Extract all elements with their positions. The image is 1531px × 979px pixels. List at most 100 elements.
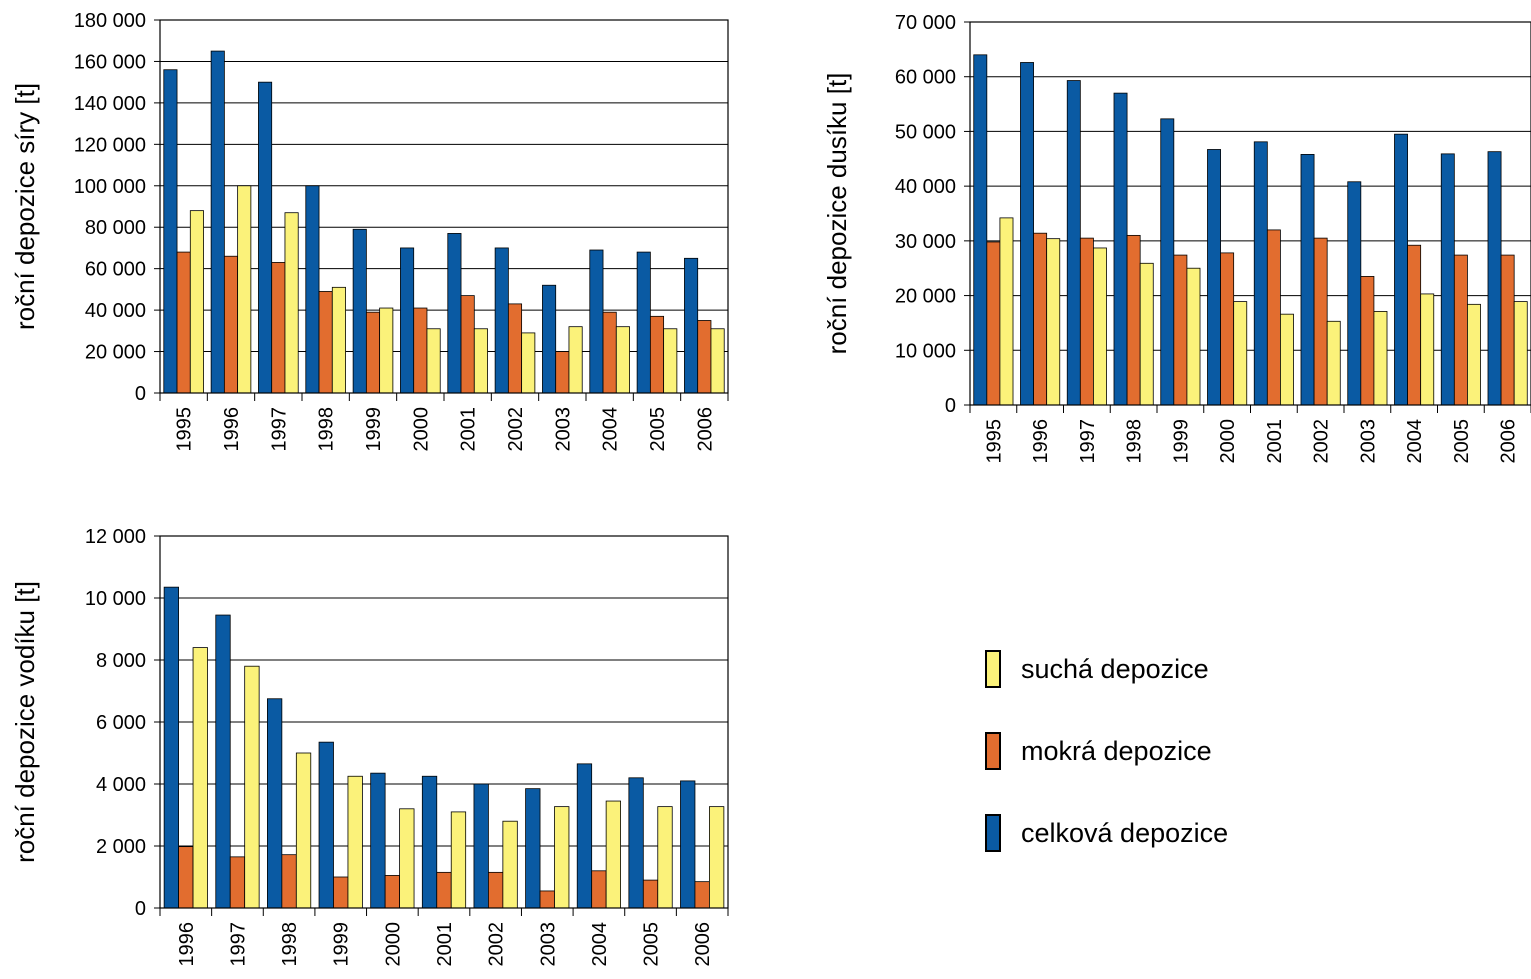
bar-celkova-1999 bbox=[318, 741, 334, 909]
bar-celkova-1995 bbox=[163, 69, 178, 394]
bar-celkova-1999 bbox=[352, 228, 367, 394]
bar-sucha-2006 bbox=[710, 328, 725, 394]
y-tick-label: 30 000 bbox=[895, 231, 956, 253]
bar-sucha-2003 bbox=[568, 326, 583, 394]
bar-sucha-1998 bbox=[295, 752, 312, 909]
y-tick-label: 40 000 bbox=[85, 300, 146, 322]
bar-mokra-2004 bbox=[1407, 244, 1422, 406]
bar-mokra-2002 bbox=[488, 871, 504, 909]
bar-mokra-1996 bbox=[178, 846, 194, 909]
x-tick-label: 1995 bbox=[174, 407, 196, 452]
x-tick-label: 2002 bbox=[1311, 419, 1333, 464]
bar-sucha-2005 bbox=[657, 806, 673, 909]
bar-mokra-1999 bbox=[365, 311, 381, 394]
x-tick-label: 1996 bbox=[176, 922, 198, 967]
bar-mokra-2005 bbox=[642, 879, 659, 909]
x-tick-label: 2002 bbox=[486, 922, 508, 967]
bar-sucha-2001 bbox=[473, 328, 488, 394]
x-tick-label: 2005 bbox=[647, 407, 669, 452]
bar-sucha-2005 bbox=[1467, 303, 1481, 406]
legend-item-celkova: celková depozice bbox=[985, 792, 1228, 874]
y-tick-label: 70 000 bbox=[895, 12, 956, 34]
bar-mokra-2000 bbox=[384, 875, 400, 909]
bar-mokra-1999 bbox=[333, 876, 349, 909]
x-tick-label: 1998 bbox=[1124, 419, 1146, 464]
bar-mokra-2001 bbox=[460, 295, 475, 394]
bar-sucha-2000 bbox=[1233, 301, 1248, 406]
bar-mokra-1998 bbox=[318, 291, 333, 394]
x-tick-label: 2004 bbox=[1404, 419, 1426, 464]
x-tick-label: 2006 bbox=[694, 407, 716, 452]
x-tick-label: 2000 bbox=[1217, 419, 1239, 464]
x-tick-label: 2003 bbox=[1357, 419, 1379, 464]
bar-mokra-2005 bbox=[1453, 254, 1468, 406]
y-tick-label: 10 000 bbox=[895, 340, 956, 362]
y-tick-label: 40 000 bbox=[895, 176, 956, 198]
bar-sucha-2004 bbox=[615, 326, 630, 394]
bar-celkova-2003 bbox=[1347, 181, 1362, 406]
legend-swatch-sucha bbox=[985, 650, 1001, 688]
bar-sucha-1998 bbox=[1139, 262, 1154, 406]
x-tick-label: 2003 bbox=[537, 922, 559, 967]
y-tick-label: 20 000 bbox=[85, 342, 146, 364]
bar-mokra-1998 bbox=[281, 854, 297, 909]
bar-sucha-2004 bbox=[605, 800, 621, 909]
x-tick-label: 2004 bbox=[589, 922, 611, 967]
x-tick-label: 1997 bbox=[227, 922, 249, 967]
x-tick-label: 1995 bbox=[983, 419, 1005, 464]
bar-sucha-1999 bbox=[379, 307, 394, 394]
y-tick-label: 6 000 bbox=[96, 712, 146, 734]
x-tick-label: 2005 bbox=[1451, 419, 1473, 464]
legend-item-sucha: suchá depozice bbox=[985, 628, 1228, 710]
x-tick-label: 2004 bbox=[600, 407, 622, 452]
bar-sucha-1996 bbox=[192, 647, 208, 909]
bar-sucha-1997 bbox=[1093, 247, 1107, 406]
y-tick-label: 10 000 bbox=[85, 588, 146, 610]
y-tick-label: 0 bbox=[135, 383, 146, 405]
y-axis-label: roční depozice vodíku [t] bbox=[10, 581, 40, 863]
bar-celkova-2002 bbox=[1300, 154, 1315, 406]
bar-mokra-1997 bbox=[271, 262, 286, 394]
x-tick-label: 1999 bbox=[1170, 419, 1192, 464]
plot-frame bbox=[159, 535, 729, 909]
y-tick-label: 140 000 bbox=[74, 93, 146, 115]
legend-label-mokra: mokrá depozice bbox=[1021, 735, 1212, 766]
nitrogen-deposition-chart: 0 10 000 20 000 30 000 40 000 50 000 60 000 70 … bbox=[822, 12, 1531, 464]
x-tick-label: 1997 bbox=[268, 407, 290, 452]
bar-sucha-2005 bbox=[663, 328, 678, 394]
bar-celkova-2002 bbox=[494, 247, 509, 394]
x-tick-label: 2001 bbox=[458, 407, 480, 452]
bar-mokra-2002 bbox=[1313, 237, 1328, 406]
bar-celkova-2000 bbox=[370, 772, 386, 909]
legend-label-celkova: celková depozice bbox=[1021, 817, 1229, 848]
bar-celkova-2004 bbox=[576, 763, 593, 909]
bar-celkova-2000 bbox=[1207, 149, 1221, 406]
bar-mokra-2006 bbox=[1500, 254, 1515, 406]
y-tick-label: 100 000 bbox=[74, 176, 146, 198]
x-tick-label: 1996 bbox=[221, 407, 243, 452]
legend-swatch-celkova bbox=[985, 814, 1001, 852]
x-tick-label: 1999 bbox=[363, 407, 385, 452]
bar-celkova-1997 bbox=[258, 81, 273, 394]
bar-celkova-2003 bbox=[525, 788, 541, 909]
y-tick-label: 4 000 bbox=[96, 774, 146, 796]
y-tick-label: 50 000 bbox=[895, 121, 956, 143]
x-tick-label: 1998 bbox=[316, 407, 338, 452]
bar-sucha-1995 bbox=[189, 210, 204, 394]
x-tick-label: 1997 bbox=[1077, 419, 1099, 464]
y-tick-label: 20 000 bbox=[895, 286, 956, 308]
bar-celkova-1996 bbox=[210, 50, 225, 394]
bar-sucha-1999 bbox=[1186, 267, 1201, 406]
y-tick-label: 2 000 bbox=[96, 836, 146, 858]
legend: suchá depozice mokrá depozice celková de… bbox=[985, 628, 1228, 874]
bar-sucha-2001 bbox=[450, 811, 467, 909]
y-tick-label: 120 000 bbox=[74, 134, 146, 156]
bar-celkova-1996 bbox=[163, 586, 179, 909]
bar-sucha-2000 bbox=[426, 328, 441, 394]
legend-label-sucha: suchá depozice bbox=[1021, 653, 1209, 684]
y-tick-label: 180 000 bbox=[74, 10, 146, 32]
bar-celkova-1997 bbox=[215, 614, 231, 909]
y-tick-label: 0 bbox=[945, 395, 956, 417]
y-tick-label: 60 000 bbox=[85, 259, 146, 281]
bar-mokra-1996 bbox=[1033, 232, 1048, 406]
